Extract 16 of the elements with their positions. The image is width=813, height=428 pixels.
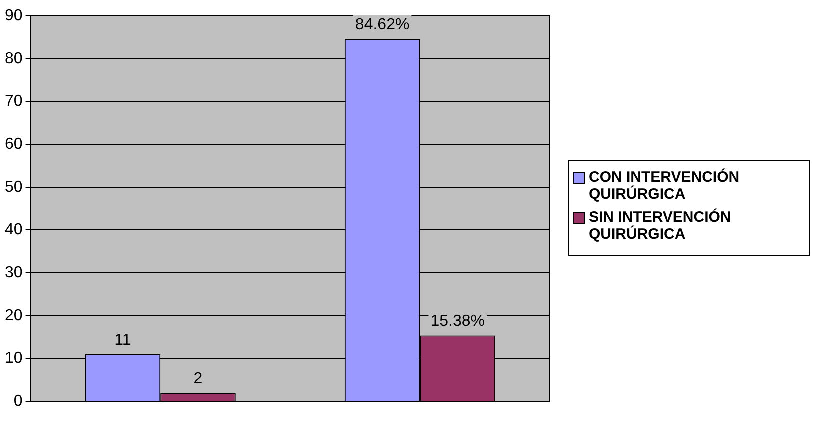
y-tick-label: 20	[5, 307, 23, 324]
y-tick-label: 90	[5, 7, 23, 24]
data-label: 15.38%	[430, 313, 485, 330]
legend-label: CON INTERVENCIÓN QUIRÚRGICA	[589, 169, 741, 203]
data-label: 2	[194, 370, 203, 388]
data-label: 84.62%	[355, 16, 410, 34]
y-tick-label: 0	[14, 393, 23, 410]
y-tick-label: 50	[5, 178, 23, 196]
data-label: 11	[114, 332, 132, 349]
y-tick-label: 40	[5, 222, 23, 239]
legend-label: SIN INTERVENCIÓN QUIRÚRGICA	[589, 209, 732, 243]
y-tick-label: 10	[5, 350, 23, 368]
y-tick-label: 30	[5, 264, 23, 282]
y-tick-label: 60	[5, 136, 23, 153]
y-tick-label: 70	[5, 93, 23, 110]
y-tick-label: 80	[5, 50, 23, 68]
